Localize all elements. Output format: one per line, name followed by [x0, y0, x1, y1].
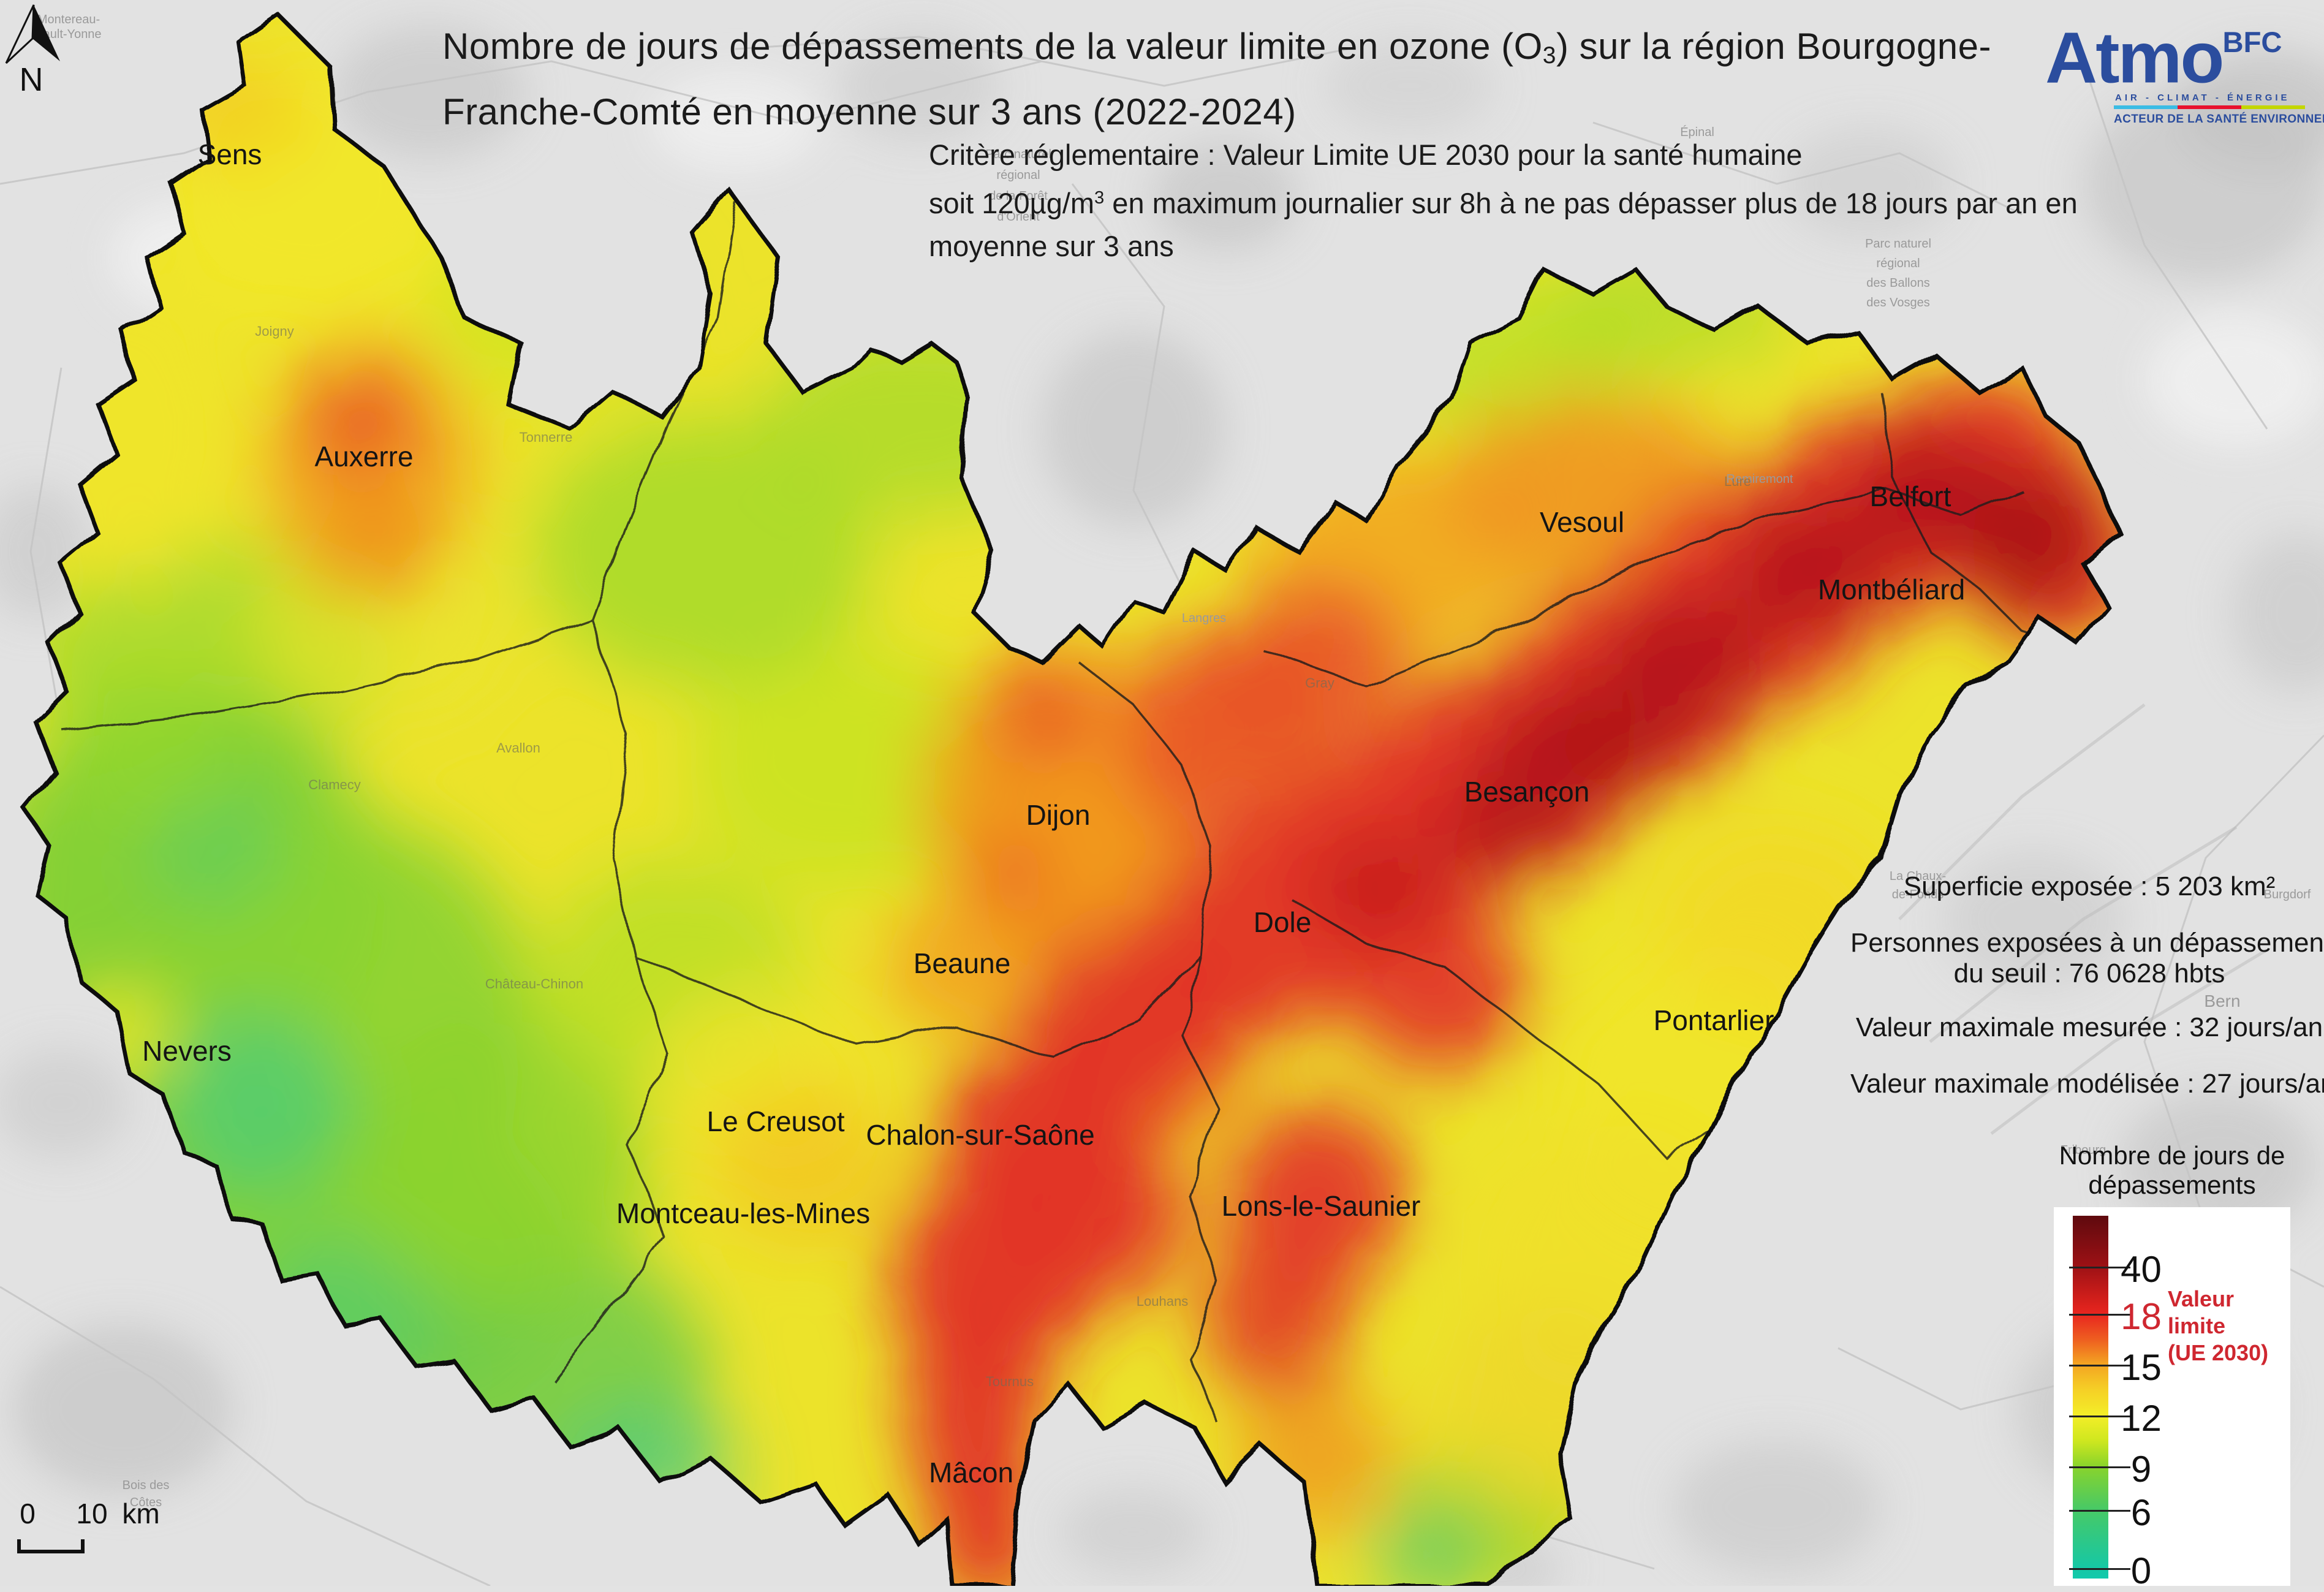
- stat-people-line2: du seuil : 76 0628 hbts: [1953, 958, 2225, 988]
- basemap-label: Fault-Yonne: [36, 28, 101, 41]
- north-arrow-icon: N: [5, 4, 60, 98]
- city-label-belfort: Belfort: [1870, 480, 1951, 512]
- legend-tick-label: 40: [2121, 1249, 2162, 1290]
- city-label-dole: Dole: [1254, 906, 1312, 938]
- legend-tick: [2069, 1416, 2130, 1417]
- legend-tick-label: 6: [2130, 1492, 2152, 1533]
- legend-tick: [2069, 1510, 2130, 1512]
- basemap-label: La Chaux-: [1890, 870, 1946, 883]
- basemap-label: régional: [996, 169, 1040, 182]
- legend-tick: [2069, 1267, 2130, 1268]
- legend-limit-label: Valeur limite (UE 2030): [2168, 1286, 2269, 1365]
- town-label: Joigny: [255, 324, 294, 339]
- logo-subline: ACTEUR DE LA SANTÉ ENVIRONNEMENTALE: [2114, 112, 2324, 126]
- scale-unit: km: [122, 1498, 159, 1529]
- city-label-le-creusot: Le Creusot: [706, 1105, 844, 1137]
- interior-labels: Joigny Tonnerre Avallon Clamecy Château-…: [255, 324, 1751, 1389]
- legend-tick-label: 0: [2130, 1550, 2152, 1591]
- basemap-label: Parc naturel: [1865, 237, 1931, 251]
- criteria-line3: moyenne sur 3 ans: [929, 230, 1174, 263]
- basemap-label: des Vosges: [1866, 296, 1929, 309]
- logo-brand: AtmoBFC: [2045, 17, 2282, 99]
- atmo-bfc-logo: AtmoBFC AIR - CLIMAT - ÉNERGIE ACTEUR DE…: [2045, 10, 2324, 126]
- town-label: Château-Chinon: [485, 976, 583, 991]
- city-label-macon: Mâcon: [929, 1457, 1013, 1488]
- scale-zero: 0: [20, 1498, 36, 1529]
- basemap-label: Remiremont: [1727, 472, 1793, 486]
- city-label-vesoul: Vesoul: [1540, 506, 1624, 538]
- legend-tick-label: 9: [2130, 1449, 2152, 1490]
- basemap-labels: Montereau- Fault-Yonne Parc naturel régi…: [36, 13, 2311, 1509]
- city-label-dijon: Dijon: [1026, 799, 1091, 831]
- title-line1: Nombre de jours de dépassements de la va…: [442, 26, 1992, 69]
- logo-tagline: AIR - CLIMAT - ÉNERGIE: [2115, 92, 2290, 103]
- basemap-label: Montereau-: [37, 13, 100, 26]
- basemap-label: d'Orient: [997, 210, 1040, 224]
- town-label: Lure: [1724, 474, 1751, 489]
- logo-color-bar: [2114, 105, 2305, 109]
- basemap-label: Bern: [2204, 991, 2240, 1010]
- legend-title: Nombre de jours de dépassements: [2059, 1141, 2285, 1199]
- city-label-montceau-les-mines: Montceau-les-Mines: [616, 1197, 870, 1229]
- city-label-besancon: Besançon: [1464, 776, 1590, 808]
- basemap-label: Parc naturel: [985, 148, 1051, 161]
- logo-bar-green: [2241, 105, 2305, 109]
- basemap-label: de-Fonds: [1892, 888, 1944, 901]
- stat-people-line1: Personnes exposées à un dépassement: [1850, 928, 2324, 958]
- legend-tick-label-limit: 18: [2121, 1296, 2162, 1337]
- basemap-label: Côtes: [130, 1496, 162, 1509]
- legend-tick: [2069, 1466, 2130, 1468]
- title-line2: Franche-Comté en moyenne sur 3 ans (2022…: [442, 91, 1296, 133]
- town-label: Clamecy: [308, 777, 361, 792]
- scale-ten: 10: [76, 1498, 107, 1529]
- stat-max-measured: Valeur maximale mesurée : 32 jours/an: [1855, 1012, 2323, 1042]
- legend: 40 18 15 12 9 6 0 Valeur limite (UE 2030…: [2054, 1207, 2290, 1591]
- basemap-label: Bois des: [123, 1479, 170, 1492]
- scale-bar-labels: 0 10 km: [20, 1498, 159, 1529]
- basemap-label: régional: [1876, 257, 1920, 270]
- legend-tick-label: 15: [2121, 1347, 2162, 1388]
- town-label: Tonnerre: [520, 430, 573, 445]
- city-label-pontarlier: Pontarlier: [1654, 1004, 1774, 1036]
- legend-tick: [2069, 1314, 2130, 1316]
- stat-max-modeled: Valeur maximale modélisée : 27 jours/an: [1850, 1069, 2324, 1099]
- scale-bar: [17, 1539, 85, 1553]
- legend-tick: [2069, 1568, 2130, 1570]
- town-label: Langres: [1182, 612, 1226, 625]
- city-label-lons-le-saunier: Lons-le-Saunier: [1222, 1190, 1421, 1222]
- basemap-label: des Ballons: [1866, 276, 1929, 290]
- basemap-label: Fribourg: [2061, 1143, 2106, 1157]
- basemap-label: Burgdorf: [2264, 888, 2311, 901]
- legend-color-scale: [2073, 1216, 2108, 1579]
- city-label-auxerre: Auxerre: [314, 441, 413, 472]
- criteria-line1: Critère réglementaire : Valeur Limite UE…: [929, 138, 1803, 171]
- town-label: Louhans: [1137, 1294, 1188, 1309]
- town-label: Tournus: [986, 1374, 1034, 1389]
- town-label: Gray: [1305, 675, 1334, 691]
- city-label-nevers: Nevers: [142, 1035, 232, 1067]
- legend-tick: [2069, 1365, 2130, 1366]
- logo-bar-red: [2178, 105, 2241, 109]
- logo-bar-cyan: [2114, 105, 2178, 109]
- region-outline: [21, 12, 2123, 1586]
- criteria-line2: soit 120µg/m3 en maximum journalier sur …: [929, 187, 2078, 220]
- city-label-beaune: Beaune: [914, 947, 1011, 979]
- city-label-sens: Sens: [198, 138, 262, 170]
- legend-tick-label: 12: [2121, 1398, 2162, 1439]
- city-label-montbeliard: Montbéliard: [1818, 574, 1965, 605]
- town-label: Avallon: [496, 740, 540, 756]
- criteria-text: Critère réglementaire : Valeur Limite UE…: [929, 134, 2216, 268]
- basemap-label: Épinal: [1680, 125, 1714, 139]
- stat-area: Superficie exposée : 5 203 km²: [1903, 871, 2276, 901]
- department-borders: [61, 202, 2053, 1422]
- city-labels: Sens Auxerre Nevers Dijon Beaune Le Creu…: [142, 138, 1965, 1488]
- city-label-chalon-sur-saone: Chalon-sur-Saône: [866, 1119, 1094, 1151]
- page-title: Nombre de jours de dépassements de la va…: [442, 18, 2011, 140]
- basemap-label: de la Forêt: [989, 189, 1048, 203]
- north-label: N: [20, 61, 44, 98]
